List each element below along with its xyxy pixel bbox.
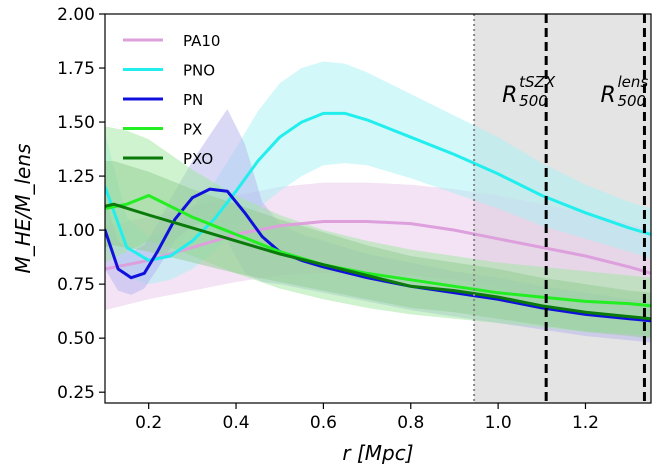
y-tick-label: 1.25 bbox=[57, 167, 95, 187]
line-pa10 bbox=[105, 220, 651, 275]
legend: PA10 PNO PN PX PXO bbox=[123, 32, 220, 168]
vline-label-sup: lens bbox=[617, 73, 648, 91]
x-tick-label: 1.2 bbox=[572, 413, 599, 433]
y-tick-label: 2.00 bbox=[57, 5, 95, 25]
y-tick-label: 0.75 bbox=[57, 275, 95, 295]
vline-label-sub: 500 bbox=[519, 92, 548, 110]
line-pn bbox=[105, 187, 651, 323]
x-tick-label: 1.0 bbox=[485, 413, 512, 433]
y-tick-label: 1.00 bbox=[57, 221, 95, 241]
y-axis-label: M_HE/M_lens bbox=[11, 144, 35, 274]
plot-frame bbox=[104, 13, 652, 404]
axes: 0.2 0.4 0.6 0.8 1.0 1.2 0.25 0.50 0.75 1.00 1.25 1.… bbox=[11, 5, 652, 465]
y-tick-label: 1.50 bbox=[57, 113, 95, 133]
legend-label-pn: PN bbox=[183, 91, 203, 109]
vline-label-sup: tSZX bbox=[519, 73, 556, 91]
x-tick-label: 0.2 bbox=[135, 413, 162, 433]
legend-label-px: PX bbox=[183, 121, 202, 139]
legend-label-pno: PNO bbox=[183, 62, 215, 80]
uncertainty-bands bbox=[105, 61, 651, 343]
line-pxo bbox=[105, 202, 651, 321]
y-tick-label: 0.25 bbox=[57, 383, 95, 403]
line-pno bbox=[105, 111, 651, 262]
x-tick-label: 0.8 bbox=[397, 413, 424, 433]
vline-label-base: R bbox=[502, 83, 517, 108]
legend-label-pa10: PA10 bbox=[183, 32, 220, 50]
vline-label-sub: 500 bbox=[617, 92, 646, 110]
y-tick-label: 0.50 bbox=[57, 329, 95, 349]
x-tick-label: 0.4 bbox=[223, 413, 250, 433]
x-axis-label: r [Mpc] bbox=[342, 441, 413, 465]
reference-lines bbox=[473, 14, 646, 403]
y-tick-label: 1.75 bbox=[57, 59, 95, 79]
series-lines bbox=[105, 111, 651, 323]
legend-label-pxo: PXO bbox=[183, 150, 213, 168]
x-tick-label: 0.6 bbox=[310, 413, 337, 433]
vline-label-base: R bbox=[600, 83, 615, 108]
